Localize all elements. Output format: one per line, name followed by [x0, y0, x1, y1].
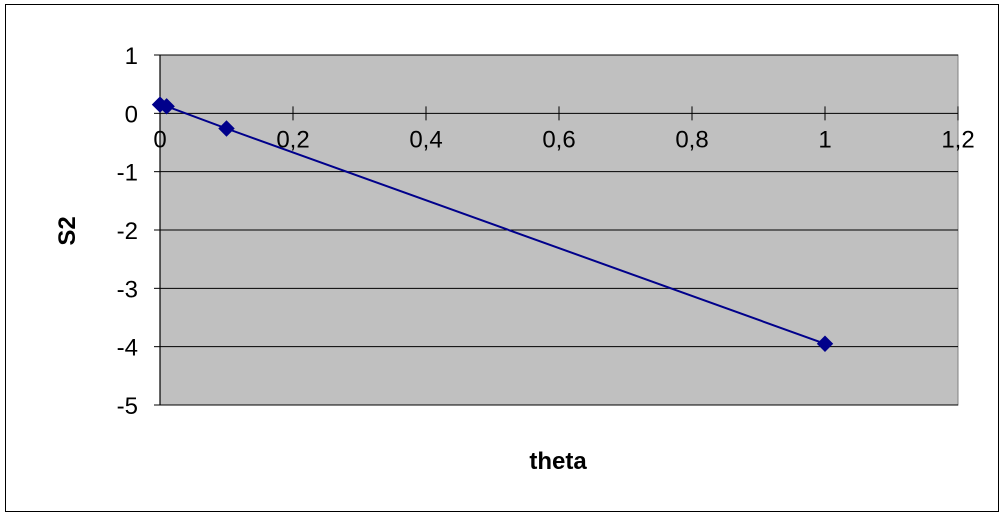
y-axis-title: S2: [54, 216, 81, 245]
y-tick-label: -3: [117, 276, 138, 303]
x-tick-label: 0,8: [675, 126, 708, 153]
data-point-marker: [816, 335, 834, 352]
y-tick-label: -4: [117, 335, 138, 362]
y-tick-label: 0: [125, 101, 138, 128]
y-tick-label: -2: [117, 218, 138, 245]
x-tick-label: 1: [818, 126, 831, 153]
x-tick-label: 0,4: [409, 126, 442, 153]
y-tick-label: 1: [125, 43, 138, 70]
x-tick-label: 0,6: [542, 126, 575, 153]
x-tick-label: 0,2: [276, 126, 309, 153]
x-tick-label: 1,2: [941, 126, 974, 153]
x-tick-label: 0: [153, 126, 166, 153]
data-point-marker: [158, 98, 175, 115]
data-point-marker: [218, 120, 235, 137]
x-axis-title: theta: [529, 448, 587, 475]
y-tick-label: -5: [117, 393, 138, 420]
y-tick-label: -1: [117, 160, 138, 187]
